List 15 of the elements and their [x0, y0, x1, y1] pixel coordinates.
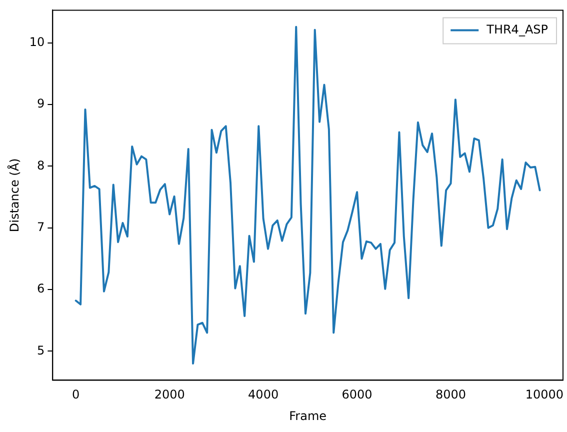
- x-tick-label: 10000: [525, 388, 564, 402]
- y-tick-label: 8: [37, 158, 45, 172]
- x-tick-label: 2000: [154, 388, 185, 402]
- x-tick-label: 0: [72, 388, 80, 402]
- x-tick-label: 6000: [342, 388, 372, 402]
- x-axis-title: Frame: [289, 408, 327, 423]
- y-tick-label: 6: [37, 282, 45, 296]
- legend-label: THR4_ASP: [486, 22, 548, 36]
- y-tick-label: 5: [37, 343, 45, 358]
- y-tick-label: 7: [37, 220, 45, 234]
- y-tick-label: 10: [29, 35, 45, 50]
- y-axis-title: Distance (Å): [6, 158, 22, 232]
- x-tick-label: 8000: [435, 388, 466, 402]
- x-tick-label: 4000: [248, 388, 279, 402]
- y-tick-label: 9: [37, 96, 45, 111]
